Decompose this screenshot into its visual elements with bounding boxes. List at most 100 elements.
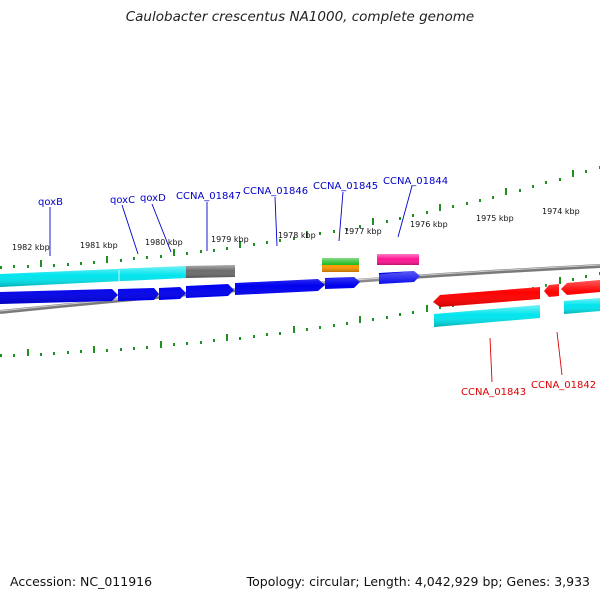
outer-scale-tick [200,250,202,253]
outer-scale-tick [319,232,321,235]
outer-scale-tick [40,260,42,267]
accession-footer: Accession: NC_011916 [10,574,153,589]
inner-scale-tick [306,328,308,331]
scale-label-1976: 1976 kbp [410,220,448,229]
inner-scale-tick [253,335,255,338]
inner-scale-tick [266,333,268,336]
outer-scale-tick [253,243,255,246]
feature-blocks [322,254,419,272]
label-CCNA_01844[interactable]: CCNA_01844 [383,176,448,187]
inner-scale-tick [439,306,441,309]
inner-scale-tick [412,311,414,314]
leader-line-CCNA_01845 [338,191,344,242]
outer-scale-tick [106,256,108,263]
outer-scale-tick [80,262,82,265]
inner-scale-tick [372,318,374,321]
leader-line-CCNA_01843 [489,337,493,383]
inner-scale-tick [186,342,188,345]
scale-label-1981: 1981 kbp [80,241,118,250]
label-qoxD[interactable]: qoxD [140,193,166,204]
inner-scale-tick [239,337,241,340]
magenta-feature-shine [377,254,419,265]
outer-scale-tick [412,214,414,217]
inner-scale-tick [359,316,361,323]
outer-scale-tick [399,217,401,220]
scale-label-1978: 1978 kbp [278,231,316,240]
scale-label-1975: 1975 kbp [476,214,514,223]
outer-scale-tick [279,239,281,242]
inner-scale-tick [13,354,15,357]
reverse-gene-labels: CCNA_01843 CCNA_01842 [461,331,596,398]
outer-scale-tick [239,241,241,248]
genome-summary-footer: Topology: circular; Length: 4,042,929 bp… [246,574,590,589]
outer-scale-tick [186,252,188,255]
label-CCNA_01847[interactable]: CCNA_01847 [176,191,241,202]
outer-scale-tick [359,225,361,228]
label-qoxC[interactable]: qoxC [110,195,135,206]
outer-scale-tick [479,199,481,202]
outer-scale-tick [13,265,15,268]
gray-gene-block-shine [186,265,235,278]
inner-scale-tick [426,305,428,312]
outer-scale-tick [426,211,428,214]
leader-line-CCNA_01846 [274,196,278,247]
outer-scale-tick [120,259,122,262]
scale-label-1979: 1979 kbp [211,235,249,244]
outer-scale-tick [67,263,69,266]
label-CCNA_01846[interactable]: CCNA_01846 [243,186,308,197]
scale-label-1977: 1977 kbp [344,227,382,236]
outer-scale-tick [133,257,135,260]
outer-scale-tick [452,205,454,208]
inner-scale-tick [120,348,122,351]
outer-scale-tick [372,218,374,225]
inner-scale-tick [160,341,162,348]
inner-scale-tick [27,349,29,356]
inner-scale-tick [572,278,574,281]
outer-scale-tick [346,228,348,231]
outer-scale-tick [53,264,55,267]
label-CCNA_01843[interactable]: CCNA_01843 [461,387,526,398]
forward-gene-track [0,271,420,304]
inner-scale-tick [319,326,321,329]
leader-line-qoxD [151,203,172,253]
outer-scale-tick [0,266,2,269]
green-feature-shine [322,258,359,272]
inner-scale-tick [293,326,295,333]
outer-scale-tick [492,196,494,199]
outer-scale-tick [266,241,268,244]
outer-scale-tick [333,230,335,233]
outer-scale-tick [213,249,215,252]
outer-scale-tick [505,188,507,195]
inner-scale-tick [106,349,108,352]
label-qoxB[interactable]: qoxB [38,197,63,208]
inner-scale-tick [559,277,561,284]
inner-scale-tick [333,324,335,327]
scale-label-1982: 1982 kbp [12,243,50,252]
outer-scale-tick [559,178,561,181]
inner-scale-tick [40,353,42,356]
outer-scale-tick [545,181,547,184]
inner-scale-tick [399,313,401,316]
inner-scale-tick [386,316,388,319]
inner-scale-tick [53,352,55,355]
outer-scale-tick [439,204,441,211]
inner-scale-tick [226,334,228,341]
inner-scale-tick [585,275,587,278]
leader-line-qoxC [121,204,139,255]
label-CCNA_01845[interactable]: CCNA_01845 [313,181,378,192]
outer-scale-tick [27,265,29,268]
inner-scale-tick [173,343,175,346]
inner-scale-tick [0,354,2,357]
leader-line-CCNA_01842 [556,331,563,376]
outer-scale-tick [160,255,162,258]
inner-scale-tick [80,350,82,353]
leader-line-CCNA_01844 [397,185,413,238]
label-CCNA_01842[interactable]: CCNA_01842 [531,380,596,391]
outer-scale-tick [572,170,574,177]
inner-scale-tick [93,346,95,353]
inner-scale-tick [146,346,148,349]
outer-scale-tick [293,237,295,240]
inner-scale-tick [279,332,281,335]
scale-labels: 1982 kbp 1981 kbp 1980 kbp 1979 kbp 1978… [12,207,580,252]
inner-scale-tick [133,347,135,350]
